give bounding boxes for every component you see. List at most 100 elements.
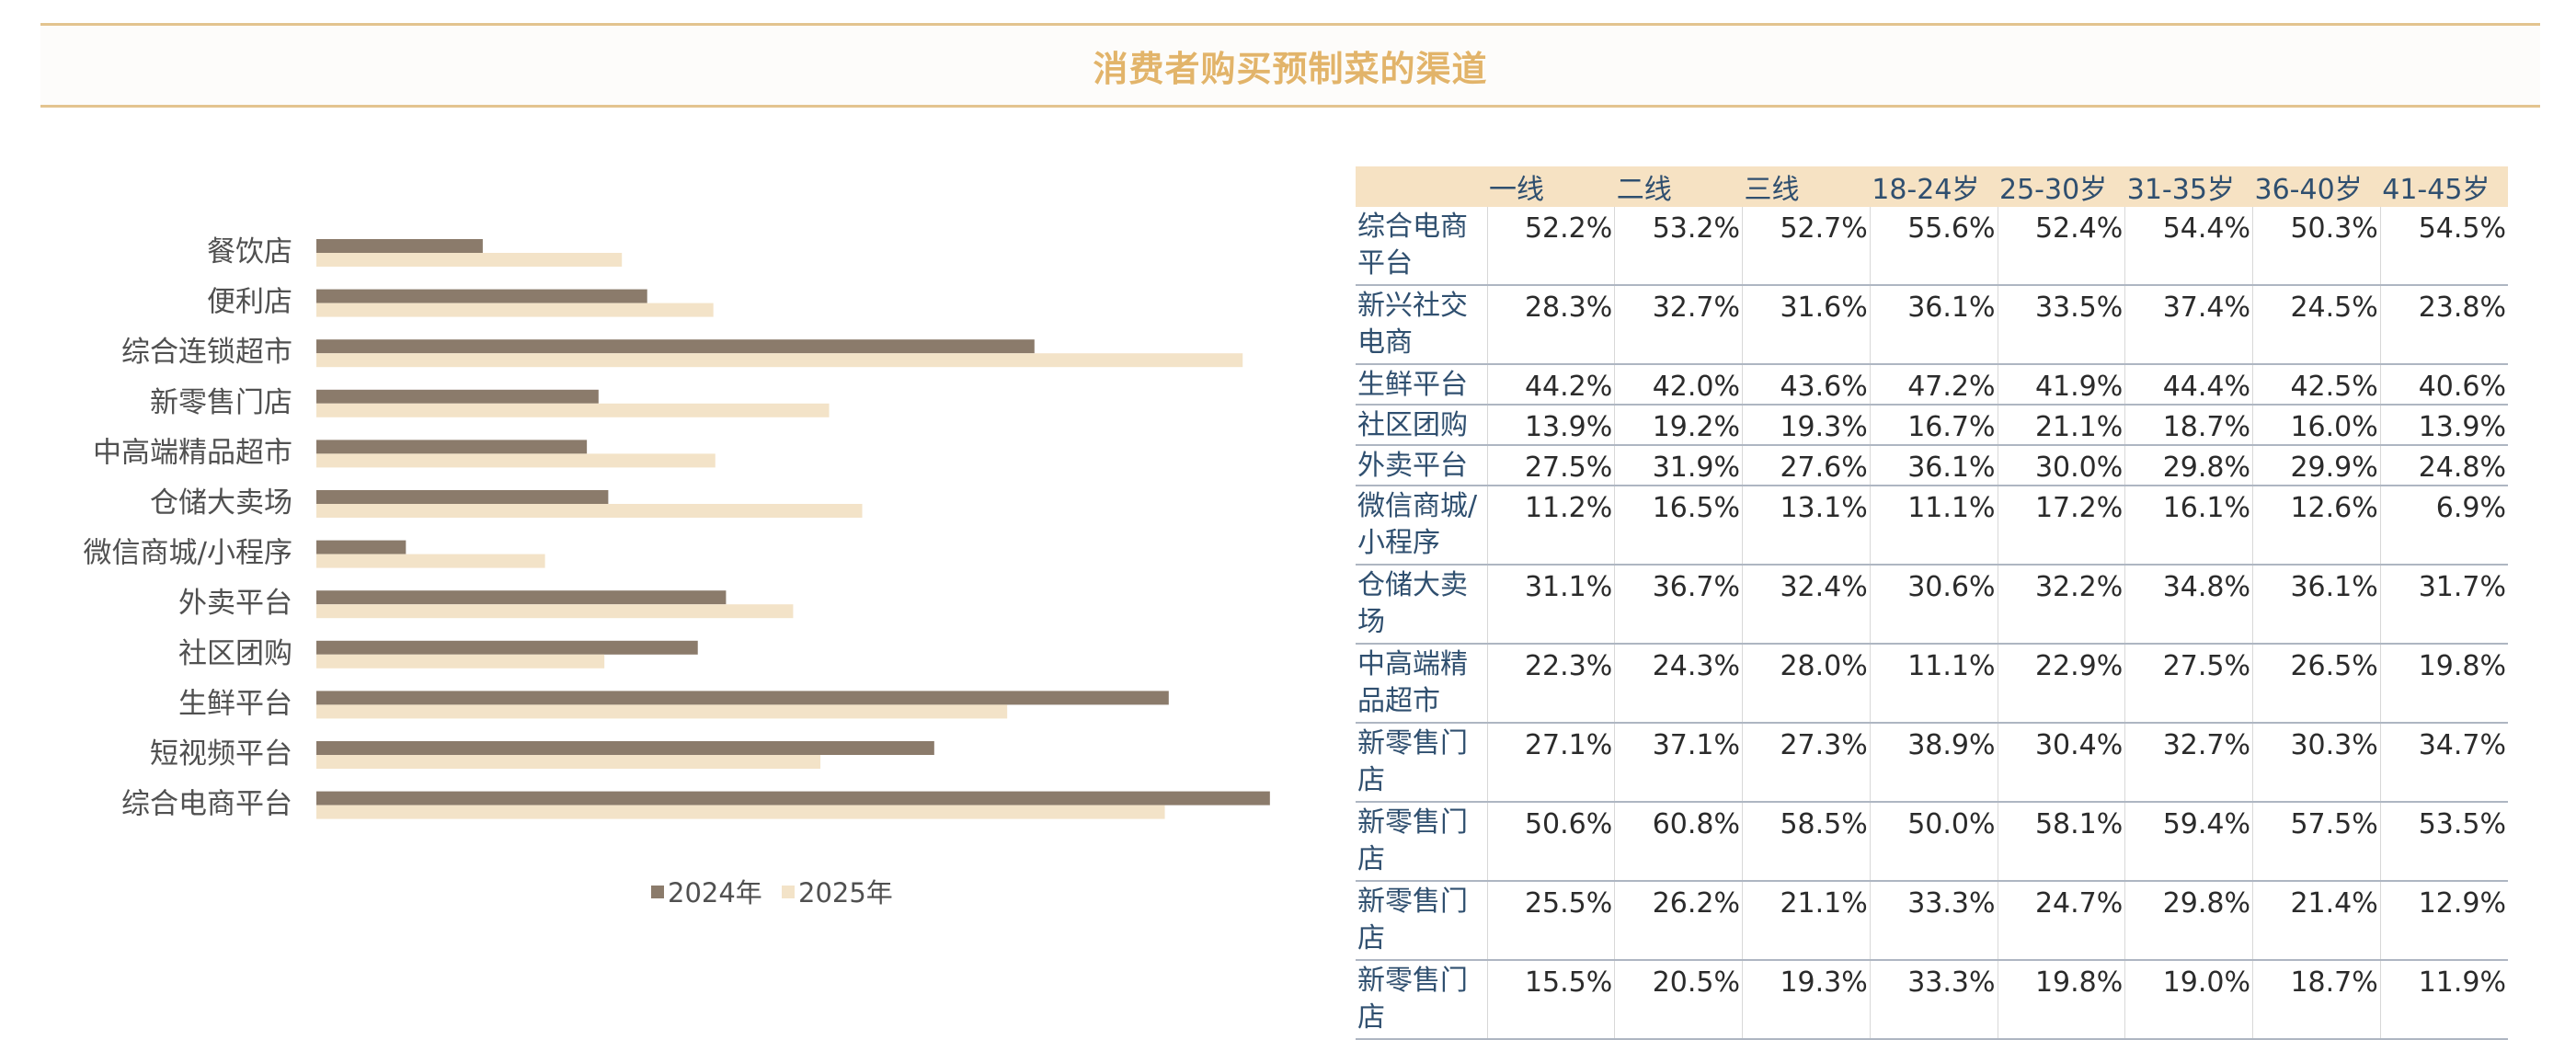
row-label: 新零售门店 [1356, 960, 1487, 1040]
bar-series-2 [316, 755, 821, 769]
table-cell: 52.4% [1997, 207, 2125, 286]
table-cell: 50.6% [1486, 802, 1615, 882]
bar-series-2 [316, 654, 605, 669]
legend: 2024年 2025年 [651, 877, 893, 909]
table-row: 生鲜平台 44.2% 42.0% 43.6% 47.2% 41.9% 44.4% 42.5% 4… [1356, 364, 2508, 406]
bar-series-1 [316, 440, 588, 454]
bar-series-2 [316, 805, 1165, 819]
table-cell: 27.5% [2124, 644, 2253, 724]
table-cell: 34.7% [2379, 723, 2508, 803]
table-cell: 27.1% [1486, 723, 1615, 803]
category-label: 仓储大卖场 [150, 486, 292, 520]
table-cell: 22.3% [1486, 644, 1615, 724]
bar-chart: 餐饮店便利店综合连锁超市新零售门店中高端精品超市仓储大卖场微信商城/小程序外卖平… [84, 235, 1270, 909]
table-cell: 60.8% [1614, 802, 1743, 882]
table-cell: 23.8% [2379, 285, 2508, 365]
bar-series-2 [316, 704, 1008, 719]
table-cell: 50.0% [1869, 802, 1998, 882]
table-cell: 33.3% [1869, 881, 1998, 961]
legend-swatch [782, 886, 795, 898]
row-label: 新零售门店 [1356, 723, 1487, 803]
row-label: 仓储大卖场 [1356, 565, 1487, 645]
table-cell: 28.0% [1742, 644, 1871, 724]
category-label: 外卖平台 [178, 587, 292, 620]
table-row: 新零售门店 25.5% 26.2% 21.1% 33.3% 24.7% 29.8% 21.4%… [1356, 881, 2508, 961]
column-header: 25-30岁 [1998, 166, 2125, 207]
channel-table: 一线 二线 三线 18-24岁 25-30岁 31-35岁 36-40岁 41-45岁 综合电… [1356, 166, 2508, 1040]
table-cell: 17.2% [1997, 486, 2125, 566]
table-cell: 31.9% [1614, 445, 1743, 486]
table-cell: 21.1% [1742, 881, 1871, 961]
table-cell: 33.3% [1869, 960, 1998, 1040]
row-label: 外卖平台 [1356, 445, 1487, 486]
table-cell: 26.2% [1614, 881, 1743, 961]
bar-series-1 [316, 741, 934, 755]
table-cell: 53.2% [1614, 207, 1743, 286]
table-cell: 25.5% [1486, 881, 1615, 961]
bar-series-1 [316, 490, 609, 504]
legend-label: 2024年 [668, 877, 762, 909]
row-label: 微信商城/小程序 [1356, 486, 1487, 566]
bar-series-2 [316, 403, 830, 417]
bar-series-1 [316, 389, 599, 404]
table-row: 新零售门店 27.1% 37.1% 27.3% 38.9% 30.4% 32.7% 30.3%… [1356, 723, 2508, 803]
table-cell: 28.3% [1486, 285, 1615, 365]
table-cell: 42.0% [1614, 364, 1743, 406]
table-cell: 24.5% [2252, 285, 2381, 365]
title-band: 消费者购买预制菜的渠道 [40, 23, 2540, 108]
table-cell: 47.2% [1869, 364, 1998, 406]
row-label: 中高端精品超市 [1356, 644, 1487, 724]
table-cell: 27.3% [1742, 723, 1871, 803]
table-cell: 18.7% [2252, 960, 2381, 1040]
table-cell: 30.0% [1997, 445, 2125, 486]
category-label: 短视频平台 [150, 737, 292, 771]
table-cell: 52.2% [1486, 207, 1615, 286]
table-cell: 12.6% [2252, 486, 2381, 566]
bar-series-2 [316, 303, 714, 317]
table-cell: 32.7% [2124, 723, 2253, 803]
table-cell: 11.1% [1869, 644, 1998, 724]
table-cell: 16.1% [2124, 486, 2253, 566]
bar-series-1 [316, 339, 1035, 354]
table-cell: 13.9% [1486, 405, 1615, 446]
category-label: 综合连锁超市 [121, 336, 292, 369]
category-label: 综合电商平台 [121, 788, 292, 821]
bar-series-1 [316, 239, 483, 253]
table-cell: 38.9% [1869, 723, 1998, 803]
table-cell: 37.4% [2124, 285, 2253, 365]
row-label: 新零售门店 [1356, 881, 1487, 961]
table-cell: 52.7% [1742, 207, 1871, 286]
table-cell: 32.2% [1997, 565, 2125, 645]
bar-series-1 [316, 791, 1270, 806]
bar-series-2 [316, 554, 545, 568]
bars-group [316, 239, 1270, 819]
table-cell: 59.4% [2124, 802, 2253, 882]
table-cell: 36.7% [1614, 565, 1743, 645]
table-cell: 43.6% [1742, 364, 1871, 406]
table-header-row: 一线 二线 三线 18-24岁 25-30岁 31-35岁 36-40岁 41-45岁 [1356, 166, 2508, 207]
table-cell: 33.5% [1997, 285, 2125, 365]
column-header: 18-24岁 [1870, 166, 1998, 207]
table-cell: 34.8% [2124, 565, 2253, 645]
table-cell: 19.8% [2379, 644, 2508, 724]
table-cell: 13.9% [2379, 405, 2508, 446]
table-cell: 31.7% [2379, 565, 2508, 645]
table-cell: 16.0% [2252, 405, 2381, 446]
table-cell: 54.5% [2379, 207, 2508, 286]
table-cell: 11.1% [1869, 486, 1998, 566]
row-label: 综合电商平台 [1356, 207, 1487, 286]
bar-series-1 [316, 289, 647, 303]
table-cell: 31.1% [1486, 565, 1615, 645]
table-cell: 36.1% [1869, 285, 1998, 365]
table-row: 外卖平台 27.5% 31.9% 27.6% 36.1% 30.0% 29.8% 29.9% 2… [1356, 445, 2508, 486]
bar-series-2 [316, 253, 623, 267]
table-cell: 53.5% [2379, 802, 2508, 882]
table-cell: 16.5% [1614, 486, 1743, 566]
column-header: 二线 [1614, 166, 1743, 207]
table-body: 综合电商平台 52.2% 53.2% 52.7% 55.6% 52.4% 54.4% 50.3… [1356, 207, 2508, 1040]
bar-series-2 [316, 453, 716, 468]
table-cell: 6.9% [2379, 486, 2508, 566]
table-cell: 36.1% [1869, 445, 1998, 486]
table-cell: 44.2% [1486, 364, 1615, 406]
table-row: 社区团购 13.9% 19.2% 19.3% 16.7% 21.1% 18.7% 16.0% 1… [1356, 405, 2508, 446]
